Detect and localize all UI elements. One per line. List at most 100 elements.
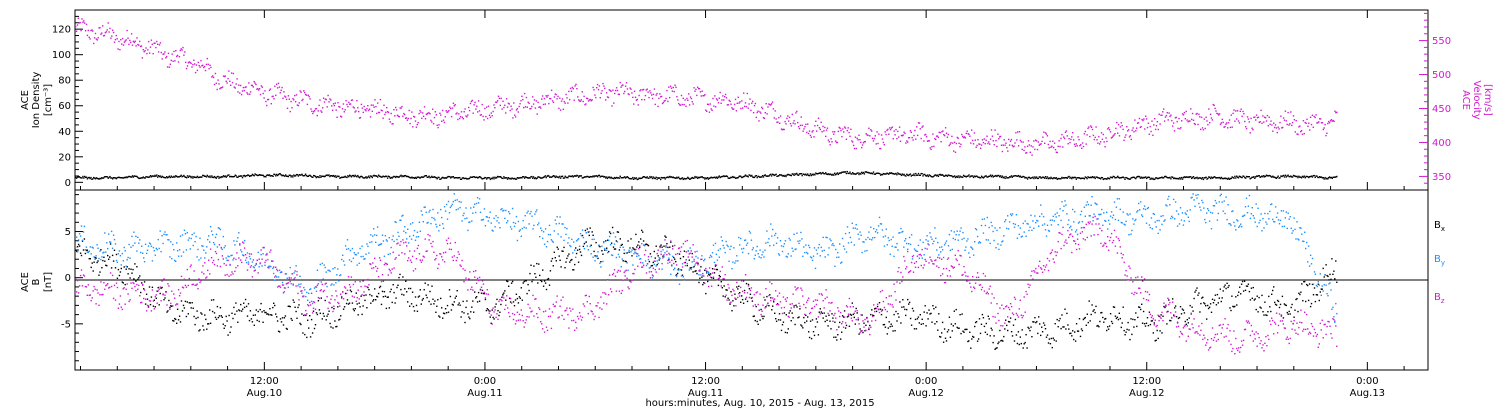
- density-point: [654, 177, 656, 180]
- bx-point: [428, 300, 430, 303]
- bx-point: [961, 313, 963, 315]
- density-point: [816, 173, 818, 175]
- density-point: [257, 174, 259, 177]
- bx-point: [187, 313, 189, 315]
- bx-point: [449, 295, 452, 298]
- by-point: [114, 243, 117, 245]
- density-point: [842, 171, 844, 173]
- bx-point: [306, 336, 308, 339]
- velocity-point: [698, 88, 701, 90]
- velocity-point: [319, 99, 321, 101]
- density-point: [539, 176, 541, 179]
- by-point: [633, 253, 635, 255]
- by-point: [299, 275, 301, 277]
- density-point: [890, 172, 893, 174]
- density-point: [1183, 176, 1186, 178]
- velocity-point: [474, 101, 476, 104]
- density-point: [1081, 177, 1083, 179]
- bx-point: [1070, 332, 1072, 334]
- bx-point: [259, 308, 261, 311]
- density-point: [435, 177, 437, 179]
- velocity-point: [562, 108, 565, 110]
- by-point: [304, 289, 306, 291]
- bx-point: [417, 296, 420, 298]
- velocity-point: [1248, 121, 1250, 123]
- bx-point: [858, 333, 860, 335]
- by-point: [602, 260, 604, 263]
- bx-point: [321, 318, 323, 320]
- velocity-point: [990, 129, 993, 131]
- velocity-point: [1255, 119, 1257, 121]
- velocity-point: [248, 82, 250, 84]
- by-point: [522, 219, 524, 222]
- density-point: [1282, 175, 1284, 177]
- velocity-point: [411, 111, 413, 113]
- density-point: [590, 176, 592, 178]
- velocity-point: [752, 100, 754, 103]
- velocity-point: [316, 114, 318, 117]
- by-point: [509, 226, 512, 228]
- velocity-point: [1144, 128, 1146, 130]
- bx-point: [1001, 339, 1003, 342]
- density-point: [118, 176, 120, 178]
- bx-point: [956, 326, 958, 329]
- velocity-point: [93, 42, 95, 45]
- density-point: [521, 177, 523, 179]
- bx-point: [1216, 293, 1219, 296]
- velocity-point: [591, 99, 593, 101]
- velocity-point: [710, 108, 712, 110]
- density-point: [583, 176, 585, 178]
- density-point: [1188, 176, 1190, 179]
- x-tick-label-date: Aug.12: [908, 388, 943, 399]
- density-point: [120, 177, 122, 179]
- bx-point: [1151, 320, 1153, 322]
- bx-point: [676, 272, 679, 275]
- bx-point: [718, 274, 720, 277]
- density-point: [1227, 178, 1229, 180]
- by-point: [226, 259, 228, 262]
- velocity-point: [372, 104, 374, 106]
- bx-point: [501, 296, 503, 298]
- bx-point: [1134, 319, 1136, 321]
- velocity-point: [475, 108, 477, 110]
- velocity-point: [993, 144, 995, 146]
- bx-point: [277, 330, 280, 332]
- velocity-point: [1161, 114, 1163, 116]
- by-point: [352, 257, 355, 259]
- velocity-point: [648, 96, 650, 99]
- bx-point: [283, 317, 286, 319]
- density-point: [833, 174, 835, 176]
- velocity-point: [558, 107, 560, 110]
- by-point: [239, 243, 241, 245]
- velocity-point: [1262, 115, 1264, 117]
- by-point: [335, 282, 337, 284]
- bx-point: [460, 316, 462, 318]
- velocity-point: [844, 127, 847, 129]
- bx-point: [937, 329, 939, 331]
- density-point: [769, 174, 771, 176]
- density-point: [397, 176, 400, 178]
- velocity-point: [1096, 139, 1098, 141]
- density-point: [740, 175, 742, 178]
- velocity-point: [781, 129, 784, 131]
- by-point: [715, 253, 718, 255]
- density-point: [294, 175, 296, 177]
- velocity-point: [1246, 116, 1249, 118]
- density-point: [738, 175, 740, 178]
- density-point: [983, 176, 985, 178]
- velocity-point: [623, 92, 625, 95]
- bx-point: [1313, 287, 1316, 289]
- density-point: [328, 174, 330, 176]
- bx-point: [642, 231, 644, 233]
- bx-point: [726, 289, 728, 291]
- by-point: [194, 241, 196, 243]
- bx-point: [444, 308, 447, 310]
- by-point: [528, 223, 530, 225]
- velocity-point: [745, 105, 748, 108]
- density-point: [1121, 176, 1123, 179]
- density-tick-label: 100: [52, 50, 71, 61]
- bx-point: [936, 321, 938, 323]
- density-point: [529, 177, 531, 179]
- velocity-point: [109, 27, 111, 30]
- by-point: [726, 244, 728, 246]
